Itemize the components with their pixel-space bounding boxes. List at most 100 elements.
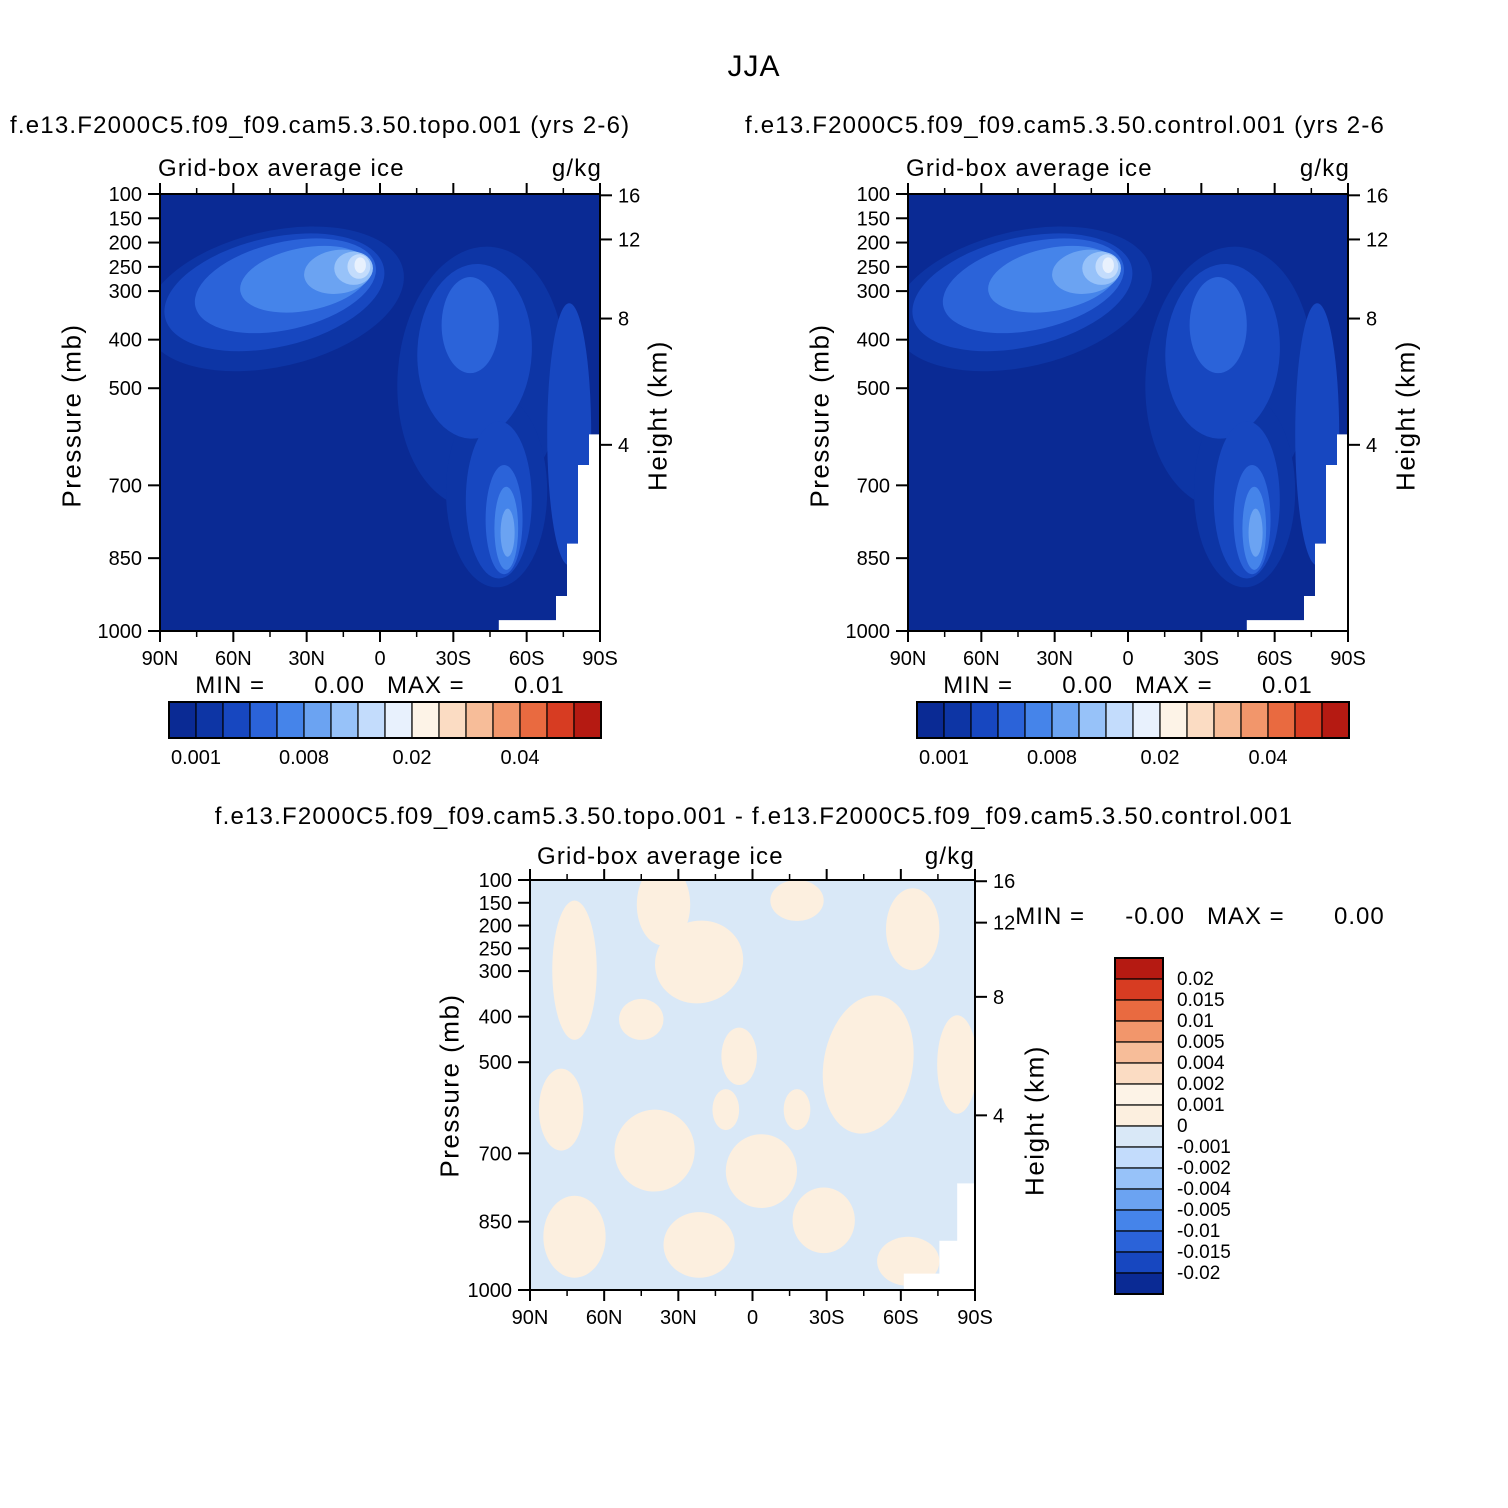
svg-text:1000: 1000: [468, 1280, 513, 1302]
svg-text:-0.005: -0.005: [1177, 1200, 1231, 1221]
min-value: 0.00: [1062, 672, 1113, 699]
svg-text:500: 500: [479, 1052, 512, 1074]
svg-text:250: 250: [857, 257, 890, 279]
svg-text:850: 850: [857, 548, 890, 570]
svg-text:150: 150: [109, 208, 142, 230]
svg-text:30N: 30N: [660, 1307, 697, 1329]
diff-title: f.e13.F2000C5.f09_f09.cam5.3.50.topo.001…: [214, 803, 1294, 830]
minmax-control: MIN = 0.00 MAX = 0.01: [908, 672, 1348, 700]
svg-text:-0.001: -0.001: [1177, 1137, 1231, 1158]
svg-text:300: 300: [109, 281, 142, 303]
svg-text:1000: 1000: [98, 621, 143, 643]
svg-text:0.02: 0.02: [1141, 747, 1180, 769]
svg-text:0: 0: [374, 648, 385, 670]
svg-text:700: 700: [109, 475, 142, 497]
svg-text:16: 16: [1366, 185, 1388, 207]
svg-text:0: 0: [1177, 1116, 1188, 1137]
svg-text:4: 4: [618, 435, 629, 457]
svg-text:12: 12: [993, 913, 1015, 935]
svg-text:4: 4: [993, 1105, 1004, 1127]
svg-text:60S: 60S: [883, 1307, 919, 1329]
min-label: MIN =: [943, 672, 1013, 699]
max-value: 0.00: [1333, 903, 1385, 930]
svg-text:0.015: 0.015: [1177, 990, 1225, 1011]
svg-text:0.004: 0.004: [1177, 1053, 1225, 1074]
svg-text:250: 250: [109, 257, 142, 279]
min-label: MIN =: [195, 672, 265, 699]
svg-text:300: 300: [857, 281, 890, 303]
max-label: MAX =: [386, 672, 465, 699]
svg-text:700: 700: [479, 1143, 512, 1165]
svg-text:30N: 30N: [288, 648, 325, 670]
minmax-topo: MIN = 0.00 MAX = 0.01: [160, 672, 600, 700]
svg-text:12: 12: [618, 229, 640, 251]
svg-text:150: 150: [857, 208, 890, 230]
svg-text:60N: 60N: [215, 648, 252, 670]
svg-text:30S: 30S: [1184, 648, 1220, 670]
svg-text:60S: 60S: [509, 648, 545, 670]
min-label: MIN =: [1015, 903, 1085, 930]
svg-text:0.008: 0.008: [1027, 747, 1077, 769]
svg-text:0.005: 0.005: [1177, 1032, 1225, 1053]
svg-text:0: 0: [747, 1307, 758, 1329]
svg-text:-0.004: -0.004: [1177, 1179, 1231, 1200]
max-label: MAX =: [1134, 672, 1213, 699]
svg-text:100: 100: [109, 184, 142, 206]
svg-text:250: 250: [479, 938, 512, 960]
svg-text:16: 16: [993, 871, 1015, 893]
run-title-control: f.e13.F2000C5.f09_f09.cam5.3.50.control.…: [745, 112, 1386, 139]
svg-text:300: 300: [479, 961, 512, 983]
units-label-topo: g/kg: [551, 155, 602, 182]
svg-text:500: 500: [857, 378, 890, 400]
contour-field: [160, 194, 600, 631]
units-label-diff: g/kg: [924, 843, 975, 870]
svg-text:30S: 30S: [809, 1307, 845, 1329]
svg-text:0.02: 0.02: [393, 747, 432, 769]
svg-text:0: 0: [1122, 648, 1133, 670]
svg-text:0.001: 0.001: [171, 747, 221, 769]
svg-text:8: 8: [1366, 309, 1377, 331]
svg-text:60N: 60N: [963, 648, 1000, 670]
svg-text:-0.01: -0.01: [1177, 1221, 1220, 1242]
svg-text:90N: 90N: [512, 1307, 549, 1329]
svg-text:0.002: 0.002: [1177, 1074, 1225, 1095]
min-value: 0.00: [314, 672, 365, 699]
svg-text:150: 150: [479, 893, 512, 915]
svg-text:400: 400: [479, 1007, 512, 1029]
svg-text:700: 700: [857, 475, 890, 497]
svg-text:400: 400: [109, 330, 142, 352]
svg-text:60N: 60N: [586, 1307, 623, 1329]
svg-text:90S: 90S: [582, 648, 618, 670]
svg-text:0.04: 0.04: [501, 747, 540, 769]
contour-field: [908, 194, 1348, 631]
colorbar-diff: 0.020.0150.010.0050.0040.0020.0010-0.001…: [1114, 957, 1231, 1295]
svg-text:0.04: 0.04: [1249, 747, 1288, 769]
svg-text:90S: 90S: [957, 1307, 993, 1329]
page-title: JJA: [727, 50, 781, 83]
svg-text:400: 400: [857, 330, 890, 352]
min-value: -0.00: [1125, 903, 1185, 930]
subtitle-control: Grid-box average ice: [906, 155, 1153, 182]
svg-text:100: 100: [479, 870, 512, 892]
svg-text:30S: 30S: [436, 648, 472, 670]
colorbar-topo: 0.001 0.008 0.02 0.04: [168, 701, 602, 769]
svg-text:100: 100: [857, 184, 890, 206]
svg-text:0.001: 0.001: [1177, 1095, 1225, 1116]
svg-text:0.01: 0.01: [1177, 1011, 1214, 1032]
svg-text:30N: 30N: [1036, 648, 1073, 670]
svg-text:200: 200: [857, 233, 890, 255]
svg-text:200: 200: [109, 233, 142, 255]
svg-text:4: 4: [1366, 435, 1377, 457]
max-value: 0.01: [1261, 672, 1313, 699]
svg-text:60S: 60S: [1257, 648, 1293, 670]
minmax-diff: MIN = -0.00 MAX = 0.00: [1015, 903, 1385, 931]
svg-text:-0.002: -0.002: [1177, 1158, 1231, 1179]
svg-text:850: 850: [109, 548, 142, 570]
max-value: 0.01: [513, 672, 565, 699]
svg-text:8: 8: [993, 987, 1004, 1009]
svg-text:0.02: 0.02: [1177, 969, 1214, 990]
run-title-topo: f.e13.F2000C5.f09_f09.cam5.3.50.topo.001…: [10, 112, 631, 139]
